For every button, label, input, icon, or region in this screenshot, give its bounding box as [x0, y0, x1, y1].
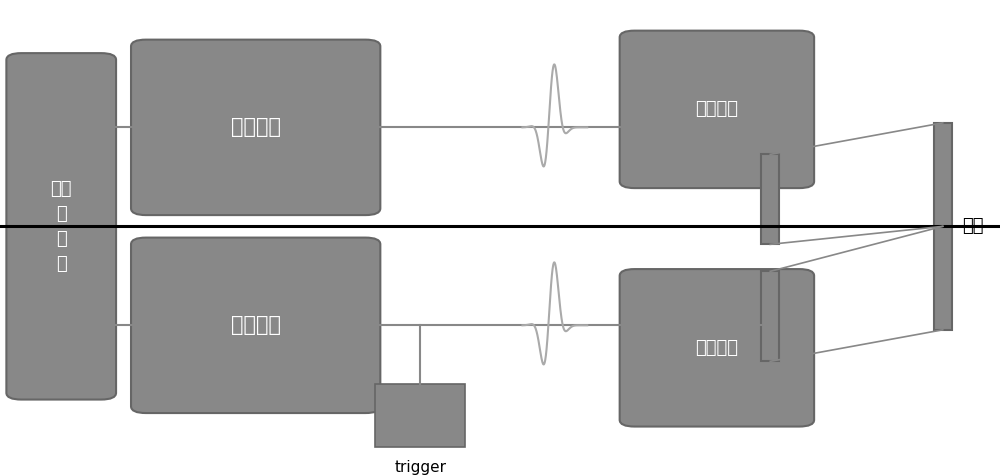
FancyBboxPatch shape [620, 269, 814, 427]
Text: 从激光器: 从激光器 [231, 315, 281, 335]
Text: trigger: trigger [394, 460, 446, 475]
Text: 主激光器: 主激光器 [231, 117, 281, 137]
Text: 探测天线: 探测天线 [695, 339, 738, 357]
FancyBboxPatch shape [6, 53, 116, 399]
Bar [375, 384, 465, 447]
FancyBboxPatch shape [620, 30, 814, 188]
Text: 样品: 样品 [962, 218, 983, 235]
FancyBboxPatch shape [131, 238, 380, 413]
Text: 产生天线: 产生天线 [695, 100, 738, 118]
Bar [761, 154, 779, 244]
Bar [761, 271, 779, 361]
FancyBboxPatch shape [131, 39, 380, 215]
Text: 电子
控
制
箱: 电子 控 制 箱 [50, 180, 72, 273]
Bar [934, 123, 952, 330]
